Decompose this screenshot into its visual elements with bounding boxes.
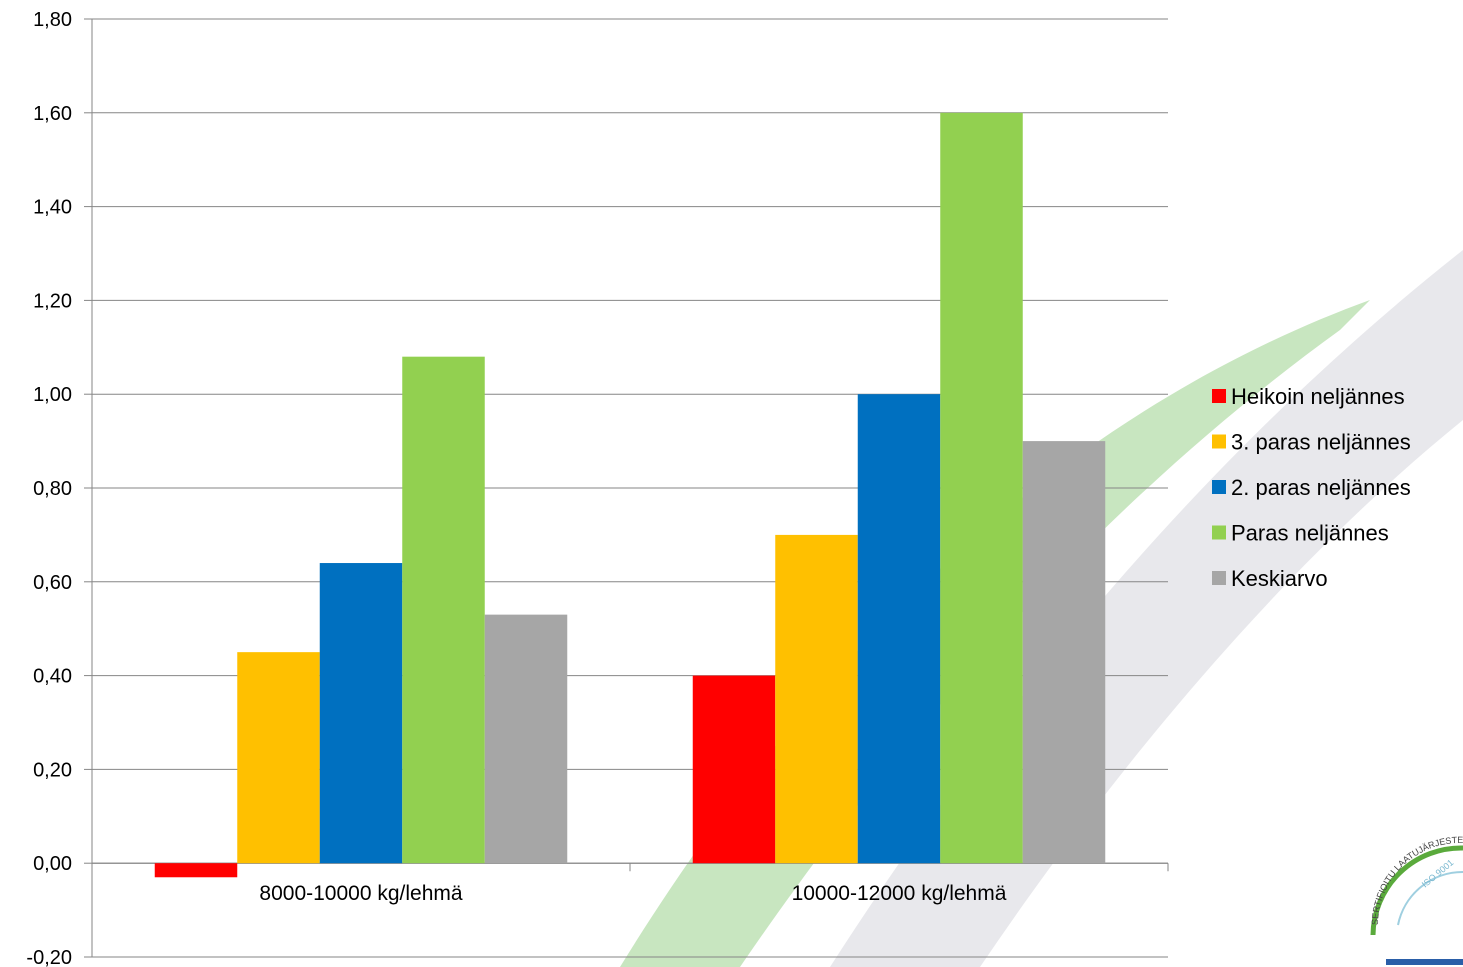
y-tick-label: 0,00	[33, 853, 72, 875]
legend: Heikoin neljännes 3. paras neljännes 2. pa…	[1212, 384, 1411, 591]
legend-swatch	[1212, 480, 1226, 494]
bar	[319, 563, 403, 864]
seal-ring	[1370, 845, 1463, 936]
category-label: 10000-12000 kg/lehmä	[792, 882, 1007, 905]
legend-swatch	[1212, 525, 1226, 540]
legend-swatch	[1212, 571, 1226, 585]
y-tick-label: 0,20	[33, 759, 72, 781]
bar	[484, 614, 568, 864]
bar	[692, 675, 776, 864]
legend-label: 3. paras neljännes	[1231, 430, 1411, 455]
legend-swatch	[1212, 434, 1226, 449]
y-tick-label: 1,60	[33, 103, 72, 125]
y-tick-label: 0,40	[33, 666, 72, 688]
legend-swatch	[1212, 389, 1226, 403]
y-tick-label: 1,40	[33, 197, 72, 219]
bar	[237, 652, 320, 864]
y-tick-label: 1,00	[33, 384, 72, 406]
bar	[940, 112, 1023, 864]
plot-area: -0,20 0,00 0,20 0,40 0,60 0,80 1,00 1,20 1,40 1,6…	[26, 9, 1169, 967]
y-tick-label: 1,80	[33, 9, 72, 31]
category-label: 8000-10000 kg/lehmä	[259, 882, 462, 905]
bar	[1022, 441, 1106, 864]
y-tick-label: 1,20	[33, 290, 72, 312]
bar	[402, 356, 485, 864]
bar	[775, 534, 858, 864]
legend-label: 2. paras neljännes	[1231, 475, 1411, 500]
bar	[154, 863, 238, 878]
y-tick-label: 0,60	[33, 572, 72, 594]
bar	[857, 394, 941, 864]
seal-inner-ring	[1397, 870, 1463, 926]
y-tick-label: 0,80	[33, 478, 72, 500]
legend-label: Heikoin neljännes	[1231, 384, 1405, 409]
legend-label: Keskiarvo	[1231, 566, 1328, 591]
y-tick-label: -0,20	[26, 947, 72, 967]
legend-label: Paras neljännes	[1231, 521, 1389, 546]
